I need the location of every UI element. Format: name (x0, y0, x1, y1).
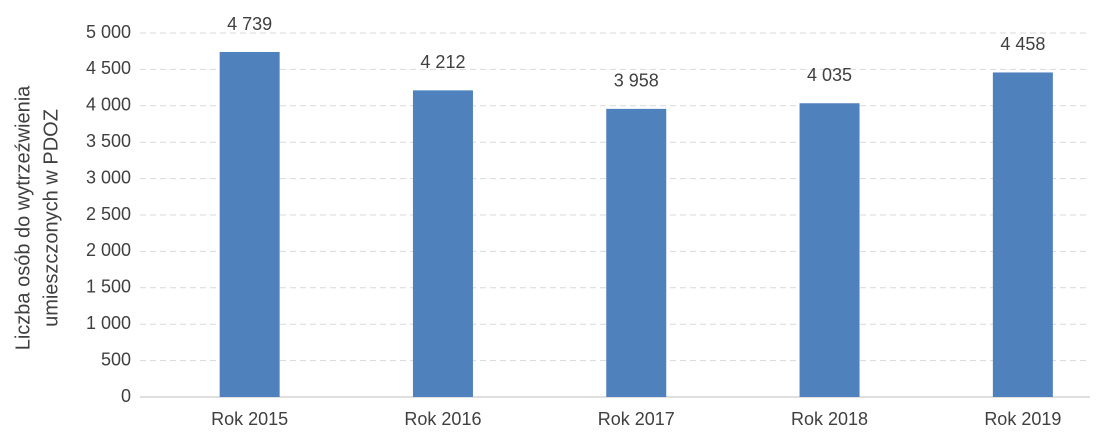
y-tick-label: 1 500 (86, 277, 131, 297)
data-label: 4 458 (1000, 34, 1045, 54)
bar (606, 108, 667, 397)
y-tick-label: 4 000 (86, 95, 131, 115)
y-axis-title: Liczba osób do wytrzeźwienia umieszczony… (12, 85, 62, 350)
bar (219, 52, 280, 398)
x-tick-label: Rok 2016 (404, 409, 481, 429)
y-axis-title-line: Liczba osób do wytrzeźwienia (12, 85, 34, 350)
y-tick-label: 3 000 (86, 167, 131, 187)
y-tick-label: 0 (121, 386, 131, 406)
y-tick-label: 4 500 (86, 58, 131, 78)
y-tick-label: 3 500 (86, 131, 131, 151)
bar (992, 72, 1053, 397)
x-tick-label: Rok 2018 (791, 409, 868, 429)
x-tick-label: Rok 2017 (598, 409, 675, 429)
y-tick-label: 2 000 (86, 240, 131, 260)
y-axis-title-line: umieszczonych w PDOZ (40, 109, 62, 327)
x-tick-label: Rok 2015 (211, 409, 288, 429)
bar (412, 90, 473, 398)
data-label: 4 212 (420, 52, 465, 72)
bar (799, 103, 860, 397)
data-label: 3 958 (614, 71, 659, 91)
y-tick-label: 5 000 (86, 22, 131, 42)
y-tick-label: 1 000 (86, 313, 131, 333)
data-label: 4 739 (227, 14, 272, 34)
data-label: 4 035 (807, 65, 852, 85)
x-tick-label: Rok 2019 (984, 409, 1061, 429)
y-tick-label: 2 500 (86, 204, 131, 224)
y-tick-label: 500 (101, 349, 131, 369)
